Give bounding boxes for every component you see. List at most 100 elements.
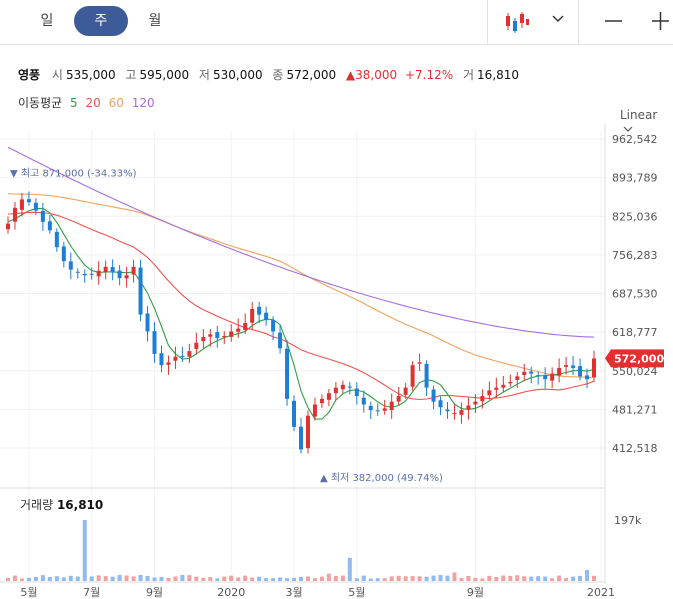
volume-bar bbox=[201, 577, 206, 581]
volume-bar bbox=[33, 576, 38, 581]
change-percent: +7.12% bbox=[404, 68, 454, 82]
minus-icon[interactable] bbox=[598, 6, 628, 36]
candle-body bbox=[215, 332, 220, 339]
candle-body bbox=[445, 409, 450, 412]
candle-body bbox=[515, 376, 520, 380]
volume-bar bbox=[138, 574, 143, 581]
volume-bar bbox=[117, 574, 122, 581]
high-annotation: ▼ 최고 871,000 (-34.33%) bbox=[10, 167, 137, 179]
volume-bar bbox=[222, 576, 227, 581]
volume-bar bbox=[347, 557, 352, 581]
candle-body bbox=[487, 390, 492, 396]
candle-body bbox=[299, 426, 303, 450]
candle-body bbox=[424, 363, 429, 388]
current-price-label: 572,000 bbox=[614, 352, 664, 365]
volume-bar bbox=[6, 577, 10, 581]
candle-body bbox=[75, 271, 80, 273]
tab-weekly[interactable]: 주 bbox=[74, 6, 128, 36]
volume-bar bbox=[257, 576, 262, 581]
candle-body bbox=[89, 273, 94, 275]
chart-type-selector[interactable] bbox=[487, 0, 579, 44]
ma-5-line bbox=[7, 207, 595, 420]
volume-bar bbox=[578, 575, 583, 581]
volume-bar bbox=[54, 576, 59, 581]
volume-bar bbox=[243, 575, 248, 581]
candle-body bbox=[557, 367, 562, 376]
candle-body bbox=[278, 332, 283, 349]
candle-body bbox=[326, 393, 331, 400]
volume-bar bbox=[571, 576, 576, 581]
price-tick-label: 481,271 bbox=[612, 403, 658, 416]
candle-body bbox=[305, 415, 310, 449]
volume-bar bbox=[110, 576, 115, 581]
volume-bar bbox=[354, 578, 359, 581]
volume-bar bbox=[173, 576, 178, 581]
candle-body bbox=[26, 199, 31, 203]
current-price-tag bbox=[605, 349, 664, 368]
candle-body bbox=[292, 400, 297, 427]
volume-bar bbox=[424, 576, 429, 581]
volume-bar bbox=[152, 577, 157, 581]
volume-bar bbox=[68, 575, 73, 581]
volume-bar bbox=[319, 576, 324, 581]
volume-bar bbox=[103, 576, 108, 581]
candle-body bbox=[480, 396, 485, 402]
volume-bar bbox=[26, 577, 31, 581]
price-tick-label: 756,283 bbox=[612, 249, 658, 262]
tab-daily[interactable]: 일 bbox=[40, 13, 54, 29]
volume-bar bbox=[459, 577, 464, 581]
volume-bar bbox=[564, 578, 569, 581]
tab-monthly[interactable]: 월 bbox=[148, 13, 162, 29]
candle-body bbox=[96, 270, 101, 277]
volume-bar bbox=[550, 578, 555, 581]
volume-bar bbox=[340, 575, 345, 581]
volume-bar bbox=[445, 575, 450, 581]
volume-bar bbox=[250, 577, 255, 581]
volume-bar bbox=[522, 576, 527, 581]
chevron-down-icon bbox=[623, 126, 633, 132]
volume-bar bbox=[229, 575, 234, 581]
candle-body bbox=[375, 410, 380, 412]
volume-bar bbox=[166, 577, 171, 581]
chevron-down-icon[interactable] bbox=[552, 15, 564, 23]
volume-bar bbox=[508, 575, 513, 581]
x-tick-label: 3월 bbox=[285, 586, 302, 599]
change-value: 38,000 bbox=[355, 68, 398, 82]
candle-body bbox=[208, 334, 213, 337]
candle-body bbox=[124, 275, 129, 279]
x-tick-label: 5월 bbox=[348, 586, 365, 599]
volume-bar bbox=[501, 575, 506, 581]
volume-bar bbox=[12, 575, 17, 581]
volume-value: 16,810 bbox=[477, 68, 520, 82]
scale-mode-dropdown[interactable]: Linear bbox=[620, 108, 673, 136]
volume-bar bbox=[264, 578, 269, 581]
volume-bar bbox=[361, 575, 366, 581]
candle-body bbox=[431, 389, 436, 402]
candle-body bbox=[222, 335, 227, 338]
volume-panel-value: 16,810 bbox=[56, 498, 104, 512]
ma-60-label: 60 bbox=[108, 96, 124, 110]
volume-bar bbox=[466, 576, 471, 581]
candle-body bbox=[529, 371, 534, 374]
ma-120-label: 120 bbox=[131, 96, 155, 110]
close-label: 종 bbox=[272, 68, 284, 82]
candle-body bbox=[68, 261, 73, 270]
candle-body bbox=[396, 396, 401, 402]
volume-bar bbox=[47, 576, 52, 581]
candle-body bbox=[152, 331, 157, 354]
x-tick-label: 9월 bbox=[146, 586, 163, 599]
candle-body bbox=[194, 342, 199, 349]
volume-bar bbox=[375, 578, 380, 581]
plus-icon[interactable] bbox=[645, 6, 673, 36]
volume-bar bbox=[452, 572, 457, 581]
moving-average-legend[interactable]: 이동평균 5 20 60 120 bbox=[18, 94, 159, 111]
volume-bar bbox=[480, 578, 485, 581]
volume-bar bbox=[194, 576, 199, 581]
candle-body bbox=[501, 384, 506, 388]
volume-bar bbox=[271, 578, 276, 581]
x-tick-label: 7월 bbox=[83, 586, 100, 599]
volume-bar bbox=[333, 576, 338, 581]
volume-bar bbox=[159, 577, 164, 581]
candle-body bbox=[54, 231, 59, 248]
candle-body bbox=[459, 410, 464, 415]
